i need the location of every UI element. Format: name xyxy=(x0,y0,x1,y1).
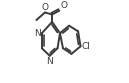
Text: Cl: Cl xyxy=(82,42,91,51)
Text: N: N xyxy=(46,57,53,66)
Text: N: N xyxy=(34,29,41,38)
Text: O: O xyxy=(60,1,67,10)
Text: O: O xyxy=(41,3,48,12)
